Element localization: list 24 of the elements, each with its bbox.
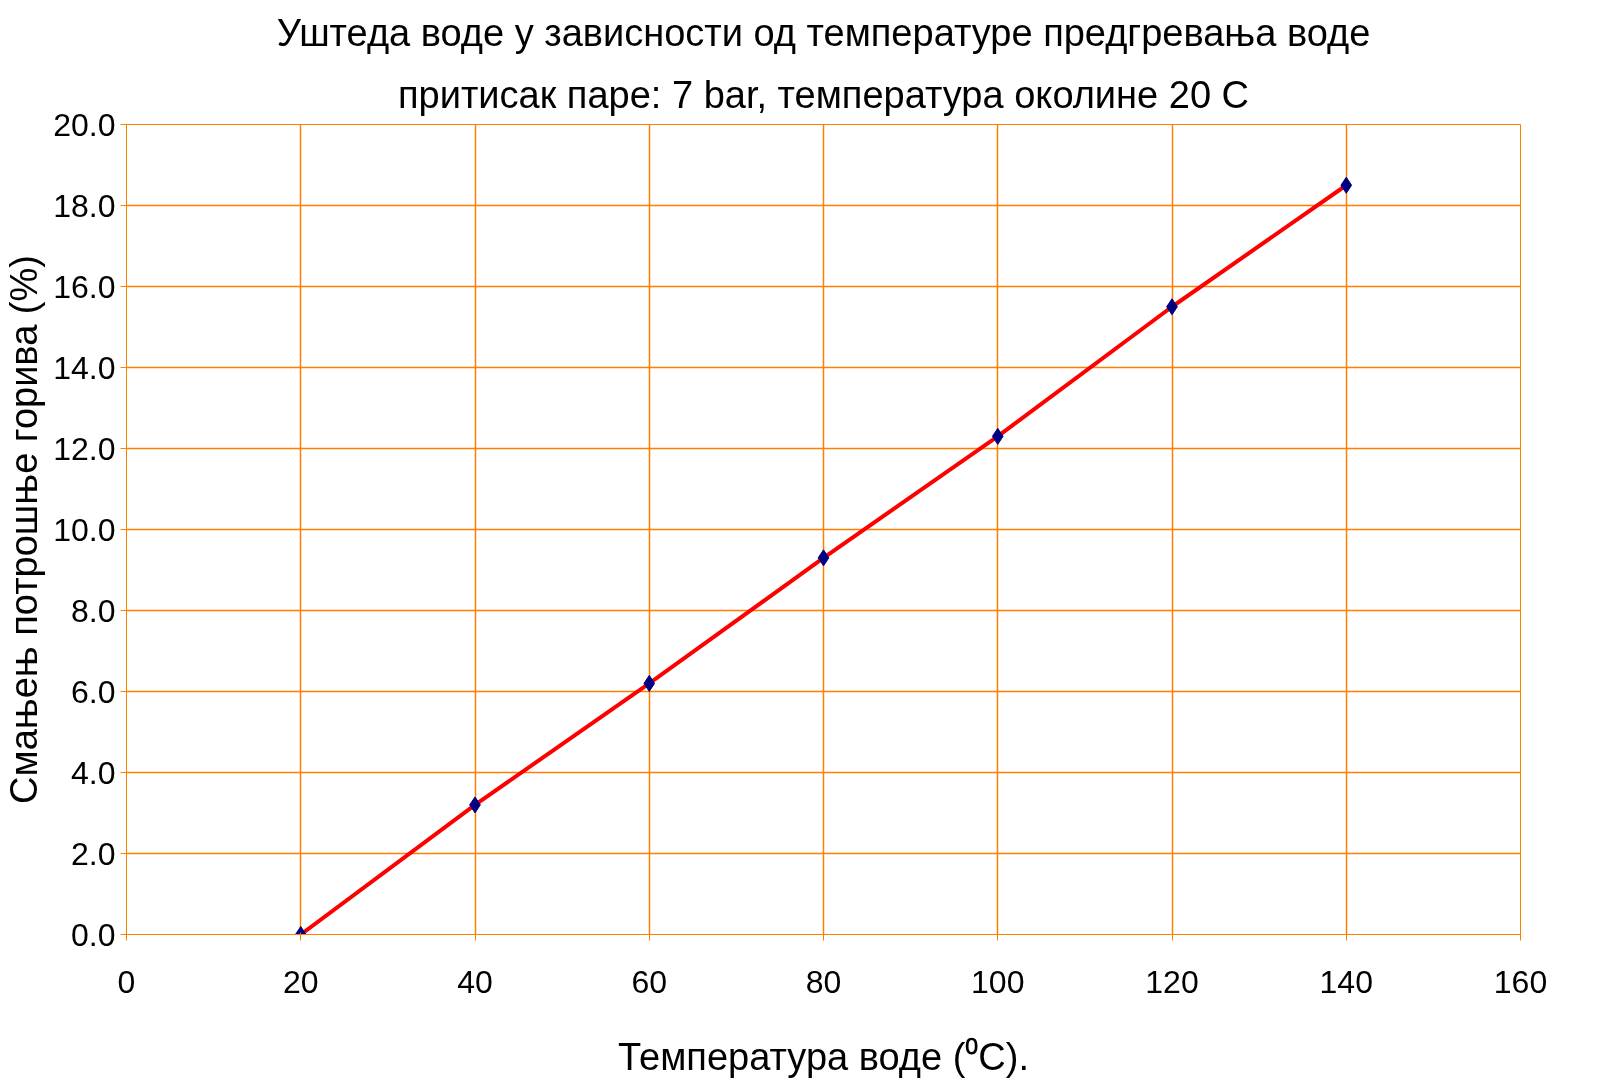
x-tick-label: 100	[971, 963, 1025, 1000]
chart-subtitle: притисак паре: 7 bar, температура околине 20 C	[397, 73, 1250, 116]
y-tick-label: 14.0	[53, 349, 116, 386]
x-tick-label: 40	[457, 963, 493, 1000]
x-tick-label: 140	[1319, 963, 1373, 1000]
y-tick-label: 10.0	[53, 511, 116, 548]
y-tick-label: 4.0	[71, 754, 116, 791]
y-tick-label: 0.0	[71, 916, 116, 953]
y-tick-label: 2.0	[71, 835, 116, 872]
x-tick-label: 0	[117, 963, 136, 1000]
x-tick-label: 120	[1145, 963, 1199, 1000]
y-tick-label: 18.0	[53, 187, 116, 224]
y-tick-label: 8.0	[71, 592, 116, 629]
y-tick-label: 20.0	[53, 106, 116, 143]
x-tick-label: 80	[805, 963, 842, 1000]
y-tick-label: 16.0	[53, 268, 116, 305]
x-tick-label: 160	[1493, 963, 1548, 1000]
chart-title: Уштеда воде у зависности од температуре предгревања воде	[276, 11, 1371, 54]
y-tick-label: 12.0	[53, 430, 116, 467]
y-tick-label: 6.0	[71, 673, 116, 710]
y-axis-title: Смањењ потрошње горива (%)	[3, 255, 46, 804]
x-tick-label: 20	[282, 963, 319, 1000]
x-tick-label: 60	[631, 963, 668, 1000]
x-axis-title: Температура воде (⁰C).	[618, 1035, 1029, 1078]
